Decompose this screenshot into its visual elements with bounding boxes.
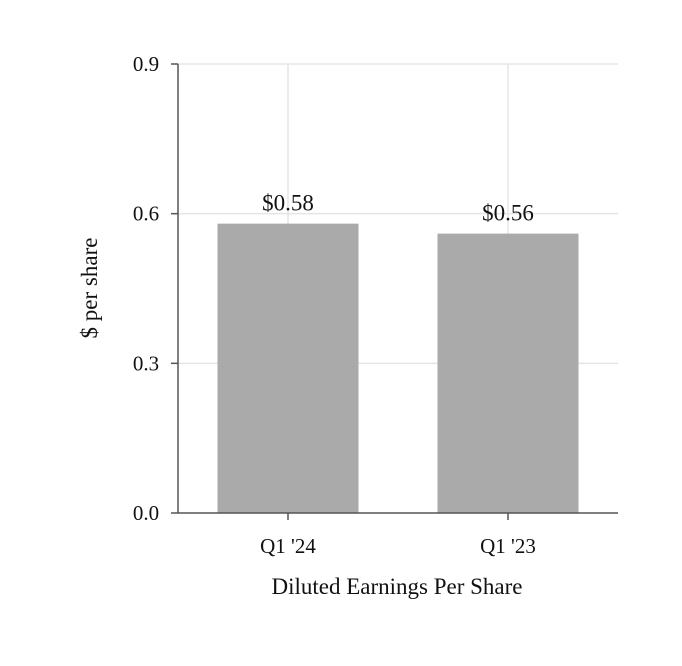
y-tick-label: 0.3: [133, 351, 159, 375]
x-tick-label: Q1 '23: [480, 534, 536, 558]
data-label: $0.58: [262, 191, 314, 216]
y-axis-label: $ per share: [77, 238, 102, 339]
bars: [217, 223, 579, 513]
x-axis-label: Diluted Earnings Per Share: [271, 574, 522, 599]
data-label: $0.56: [482, 201, 534, 226]
y-tick-label: 0.0: [133, 501, 159, 525]
x-tick-label: Q1 '24: [260, 534, 316, 558]
labels: $0.58 $0.56 0.0 0.3 0.6 0.9 Q1 '24 Q1 '23: [133, 52, 536, 558]
y-tick-label: 0.9: [133, 52, 159, 76]
bar: [437, 233, 579, 513]
bar: [217, 223, 359, 513]
y-tick-label: 0.6: [133, 202, 159, 226]
axes: [171, 63, 618, 520]
